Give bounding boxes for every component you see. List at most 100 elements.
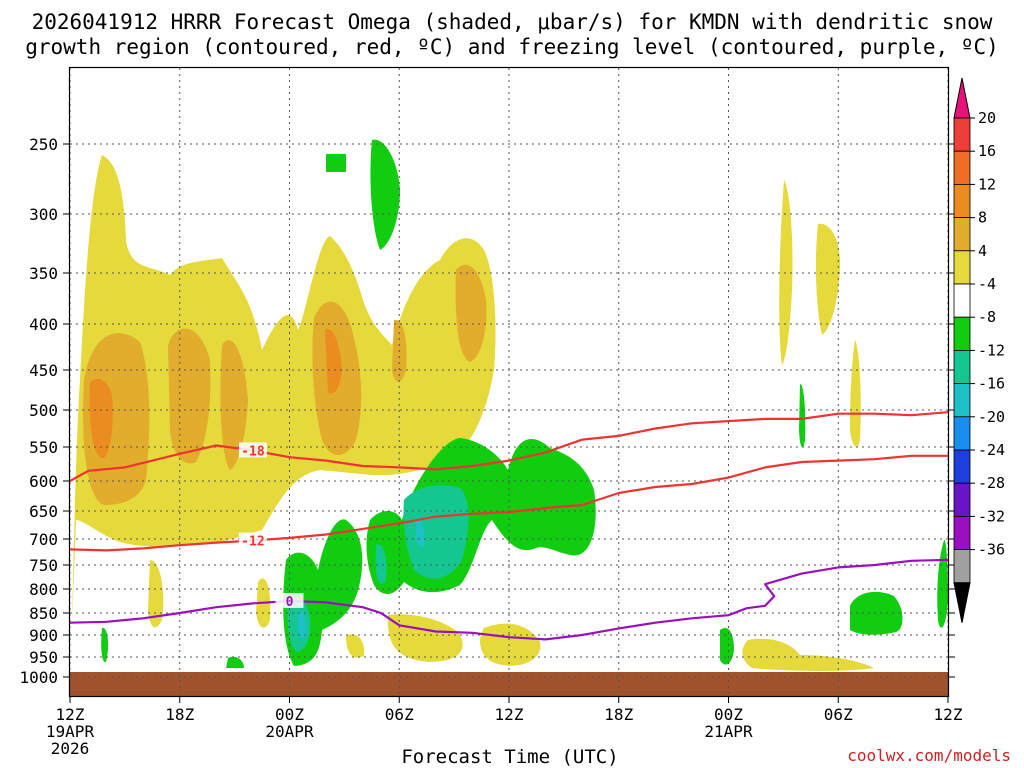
plot-area: -18 -12 0	[68, 66, 950, 698]
green-descent-region	[850, 591, 903, 635]
colorbar-label: 4	[978, 242, 987, 260]
contour-line	[69, 454, 948, 552]
contour-line	[69, 411, 949, 482]
x-tick-label: 06Z	[385, 705, 414, 724]
y-tick-label: 650	[29, 502, 58, 521]
green-descent-region	[370, 139, 400, 250]
x-tick-date-label: 20APR	[265, 722, 314, 741]
orange-ascent-core	[89, 378, 113, 459]
colorbar-segment	[953, 217, 971, 252]
y-tick-label: 850	[29, 604, 58, 623]
orange-ascent-core	[325, 329, 342, 394]
colorbar-segment	[953, 150, 971, 185]
x-tick-label: 00Z	[275, 705, 304, 724]
yellow-ascent-region	[346, 634, 365, 658]
green-descent-region	[720, 628, 734, 665]
colorbar-label: -36	[978, 541, 1005, 559]
contour-label-bg	[238, 442, 267, 458]
y-tick-label: 700	[29, 530, 58, 549]
y-tick-label: 600	[29, 472, 58, 491]
teal-descent-core	[403, 485, 469, 579]
yellow-ascent-region	[72, 155, 496, 625]
green-descent-region	[799, 384, 806, 448]
colorbar-label: -24	[978, 441, 1005, 459]
y-tick-label: 900	[29, 626, 58, 645]
contour-label: -18	[241, 444, 265, 459]
cyan-descent-core	[415, 519, 425, 547]
colorbar-segment	[953, 250, 971, 285]
chart-title-line1: 2026041912 HRRR Forecast Omega (shaded, …	[32, 10, 993, 34]
colorbar-label: 8	[978, 209, 987, 227]
green-descent-region	[101, 627, 109, 663]
yellow-ascent-region	[815, 223, 840, 335]
colorbar-segment	[953, 549, 971, 584]
contour-label: -12	[241, 535, 264, 550]
colorbar-label: -16	[978, 375, 1005, 393]
contour-lines: -18 -12 0	[69, 411, 949, 641]
colorbar-segment	[953, 183, 971, 218]
orange-ascent-core	[168, 328, 211, 464]
colorbar-segment	[953, 283, 971, 318]
colorbar-segment	[953, 316, 971, 351]
y-tick-label: 800	[29, 580, 58, 599]
colorbar-label: 20	[978, 109, 996, 127]
x-axis-label: Forecast Time (UTC)	[401, 746, 618, 768]
y-tick-label: 450	[29, 361, 58, 380]
colorbar-top-arrow	[953, 77, 971, 119]
x-tick-label: 18Z	[165, 705, 194, 724]
colorbar-segment	[953, 482, 971, 517]
x-tick-year-label: 2026	[51, 739, 90, 758]
colorbar-segment	[953, 117, 971, 152]
colorbar: 20 16 12 8 4 -4 -8 -12 -16 -20 -24 -28 -32 -36	[953, 77, 1005, 623]
colorbar-label: 12	[978, 175, 996, 193]
colorbar-label: -28	[978, 474, 1005, 492]
chart-title-line2: growth region (contoured, red, ºC) and f…	[25, 35, 999, 59]
teal-descent-core	[375, 544, 387, 584]
colorbar-segment	[953, 416, 971, 451]
x-tick-label: 00Z	[714, 705, 743, 724]
y-tick-label: 550	[29, 438, 58, 457]
orange-ascent-core	[220, 340, 248, 470]
orange-ascent-core	[455, 264, 487, 362]
y-tick-label: 250	[29, 135, 58, 154]
x-tick-label: 06Z	[824, 705, 853, 724]
colorbar-label: -4	[978, 275, 996, 293]
y-tick-label: 300	[29, 205, 58, 224]
yellow-ascent-region	[480, 623, 541, 666]
green-descent-region	[326, 154, 346, 172]
colorbar-label: -8	[978, 308, 996, 326]
y-tick-label: 750	[29, 556, 58, 575]
green-descent-region	[226, 656, 244, 668]
contour-line	[69, 558, 949, 641]
contour-label-bg	[275, 593, 304, 608]
y-tick-label: 950	[29, 648, 58, 667]
green-descent-region	[937, 539, 948, 628]
credit-label: coolwx.com/models	[847, 746, 1011, 765]
contour-label-bg	[238, 532, 267, 548]
colorbar-segment	[953, 349, 971, 384]
yellow-ascent-region	[850, 340, 861, 447]
x-tick-label: 12Z	[495, 705, 524, 724]
x-tick-date-label: 19APR	[46, 722, 95, 741]
yellow-ascent-region	[148, 560, 164, 628]
contour-label: 0	[286, 595, 294, 610]
x-tick-label: 12Z	[934, 705, 963, 724]
colorbar-label: 16	[978, 142, 996, 160]
colorbar-label: -20	[978, 408, 1005, 426]
colorbar-segment	[953, 449, 971, 484]
colorbar-segment	[953, 383, 971, 418]
orange-ascent-core	[82, 333, 150, 505]
x-tick-date-label: 21APR	[704, 722, 753, 741]
y-tick-label: 350	[29, 264, 58, 283]
colorbar-segment	[953, 516, 971, 551]
omega-shading	[72, 139, 948, 671]
colorbar-bottom-arrow	[953, 582, 971, 623]
y-tick-label: 1000	[19, 668, 58, 687]
y-tick-label: 400	[29, 315, 58, 334]
y-tick-label: 500	[29, 401, 58, 420]
cyan-descent-core	[297, 611, 307, 639]
y-axis-ticks: 250 300 350 400 450 500 550 600 650 700 750 800 850 9…	[19, 135, 955, 687]
colorbar-label: -12	[978, 341, 1005, 359]
